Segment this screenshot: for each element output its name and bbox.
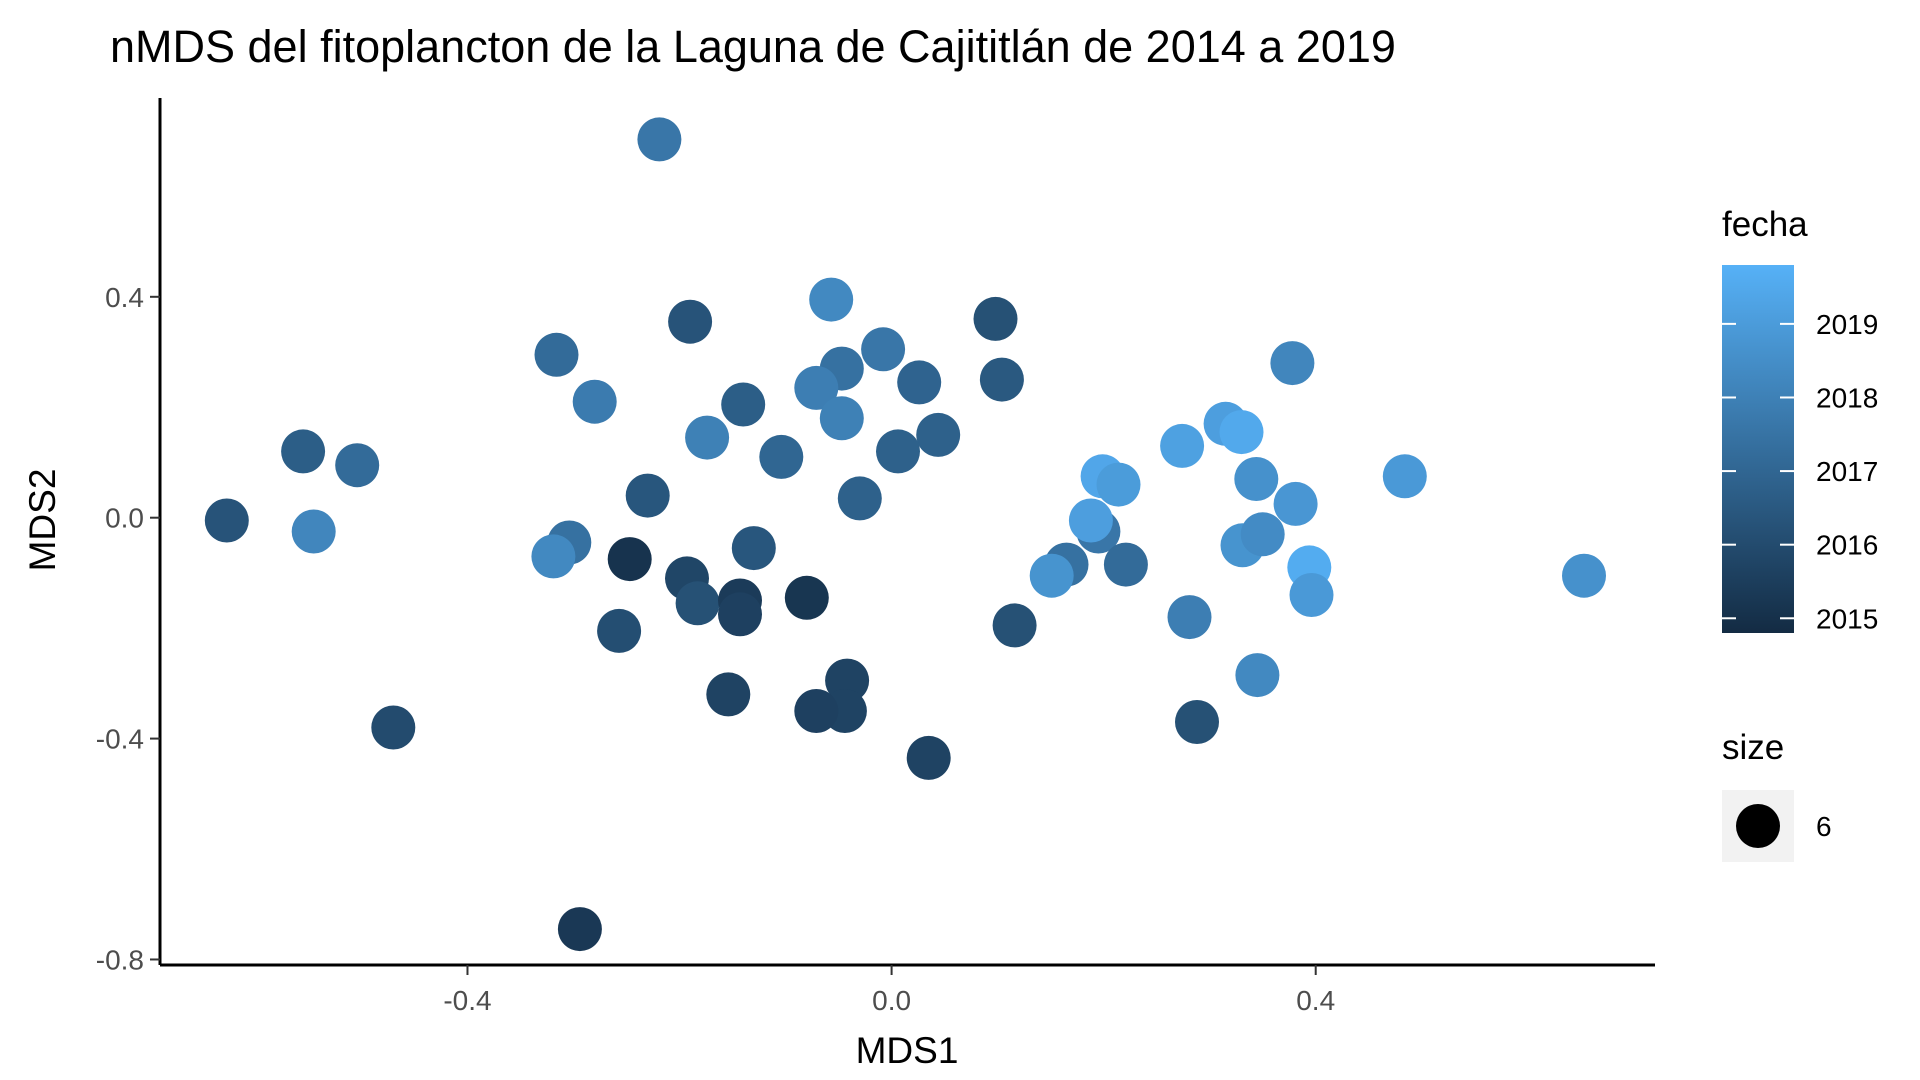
data-point-23 (291, 509, 336, 554)
data-point-53 (1219, 410, 1264, 455)
data-point-50 (1167, 595, 1212, 640)
x-axis-title: MDS1 (856, 1030, 959, 1071)
data-point-9 (897, 360, 942, 405)
data-point-58 (1270, 341, 1315, 386)
y-axis-title: MDS2 (22, 469, 63, 572)
data-point-40 (557, 907, 602, 952)
size-legend-title: size (1722, 728, 1784, 767)
legend: fecha 2015 2016 2017 2018 2019 size 6 (1722, 205, 1878, 862)
data-point-16 (876, 429, 920, 474)
x-tick-label: 0.0 (872, 985, 911, 1016)
x-tick-label: -0.4 (443, 985, 491, 1016)
data-point-11 (572, 379, 617, 424)
y-tick-label: 0.4 (105, 282, 144, 313)
data-point-33 (597, 608, 642, 653)
data-point-2 (809, 277, 854, 322)
data-point-41 (992, 603, 1037, 648)
color-bar-label: 2019 (1816, 309, 1878, 340)
size-legend-label: 6 (1816, 811, 1832, 842)
color-bar-label: 2017 (1816, 456, 1878, 487)
plot-area (158, 98, 1655, 967)
data-point-54 (1234, 457, 1279, 501)
data-point-1 (637, 117, 682, 162)
data-point-43 (1029, 553, 1074, 598)
color-bar (1722, 265, 1794, 633)
data-point-12 (721, 382, 766, 427)
data-point-62 (1382, 454, 1427, 499)
data-point-48 (1103, 542, 1148, 587)
data-point-38 (906, 735, 951, 780)
y-tick-label: -0.4 (96, 724, 144, 755)
data-point-21 (837, 476, 882, 521)
data-point-4 (973, 296, 1018, 341)
data-point-20 (625, 473, 670, 518)
data-point-27 (731, 526, 776, 571)
data-point-51 (1175, 700, 1219, 744)
points-layer (204, 117, 1606, 952)
data-point-25 (531, 534, 576, 579)
data-point-6 (861, 327, 906, 372)
data-point-22 (204, 498, 249, 543)
data-point-26 (607, 537, 652, 582)
data-point-15 (916, 412, 961, 457)
x-tick-label: 0.4 (1296, 985, 1335, 1016)
data-point-5 (534, 332, 579, 377)
data-point-46 (1096, 462, 1141, 507)
data-point-37 (794, 689, 839, 733)
data-point-56 (1240, 512, 1285, 557)
data-point-39 (371, 705, 416, 750)
y-axis-ticks: -0.8 -0.4 0.0 0.4 (96, 282, 160, 975)
color-bar-label: 2015 (1816, 603, 1878, 634)
size-legend-dot (1736, 804, 1780, 848)
data-point-63 (1562, 553, 1606, 598)
color-bar-label: 2018 (1816, 382, 1878, 413)
data-point-8 (794, 365, 839, 410)
data-point-17 (759, 434, 804, 479)
color-bar-ticks: 2015 2016 2017 2018 2019 (1722, 309, 1878, 634)
data-point-3 (668, 299, 713, 344)
color-bar-label: 2016 (1816, 530, 1878, 561)
color-legend-title: fecha (1722, 205, 1808, 244)
data-point-14 (685, 415, 730, 460)
chart-title: nMDS del fitoplancton de la Laguna de Ca… (110, 21, 1396, 72)
y-tick-label: -0.8 (96, 944, 144, 975)
data-point-34 (706, 672, 751, 717)
data-point-49 (1160, 423, 1205, 468)
x-axis-ticks: -0.4 0.0 0.4 (443, 965, 1335, 1016)
data-point-13 (819, 396, 864, 441)
data-point-31 (718, 592, 762, 637)
data-point-57 (1235, 653, 1280, 698)
data-point-47 (1068, 498, 1113, 543)
data-point-59 (1273, 481, 1318, 526)
data-point-19 (335, 443, 380, 488)
data-point-29 (675, 581, 720, 626)
data-point-61 (1289, 573, 1334, 617)
y-tick-label: 0.0 (105, 503, 144, 534)
data-point-10 (979, 357, 1024, 402)
data-point-32 (784, 575, 829, 620)
data-point-18 (281, 429, 326, 474)
